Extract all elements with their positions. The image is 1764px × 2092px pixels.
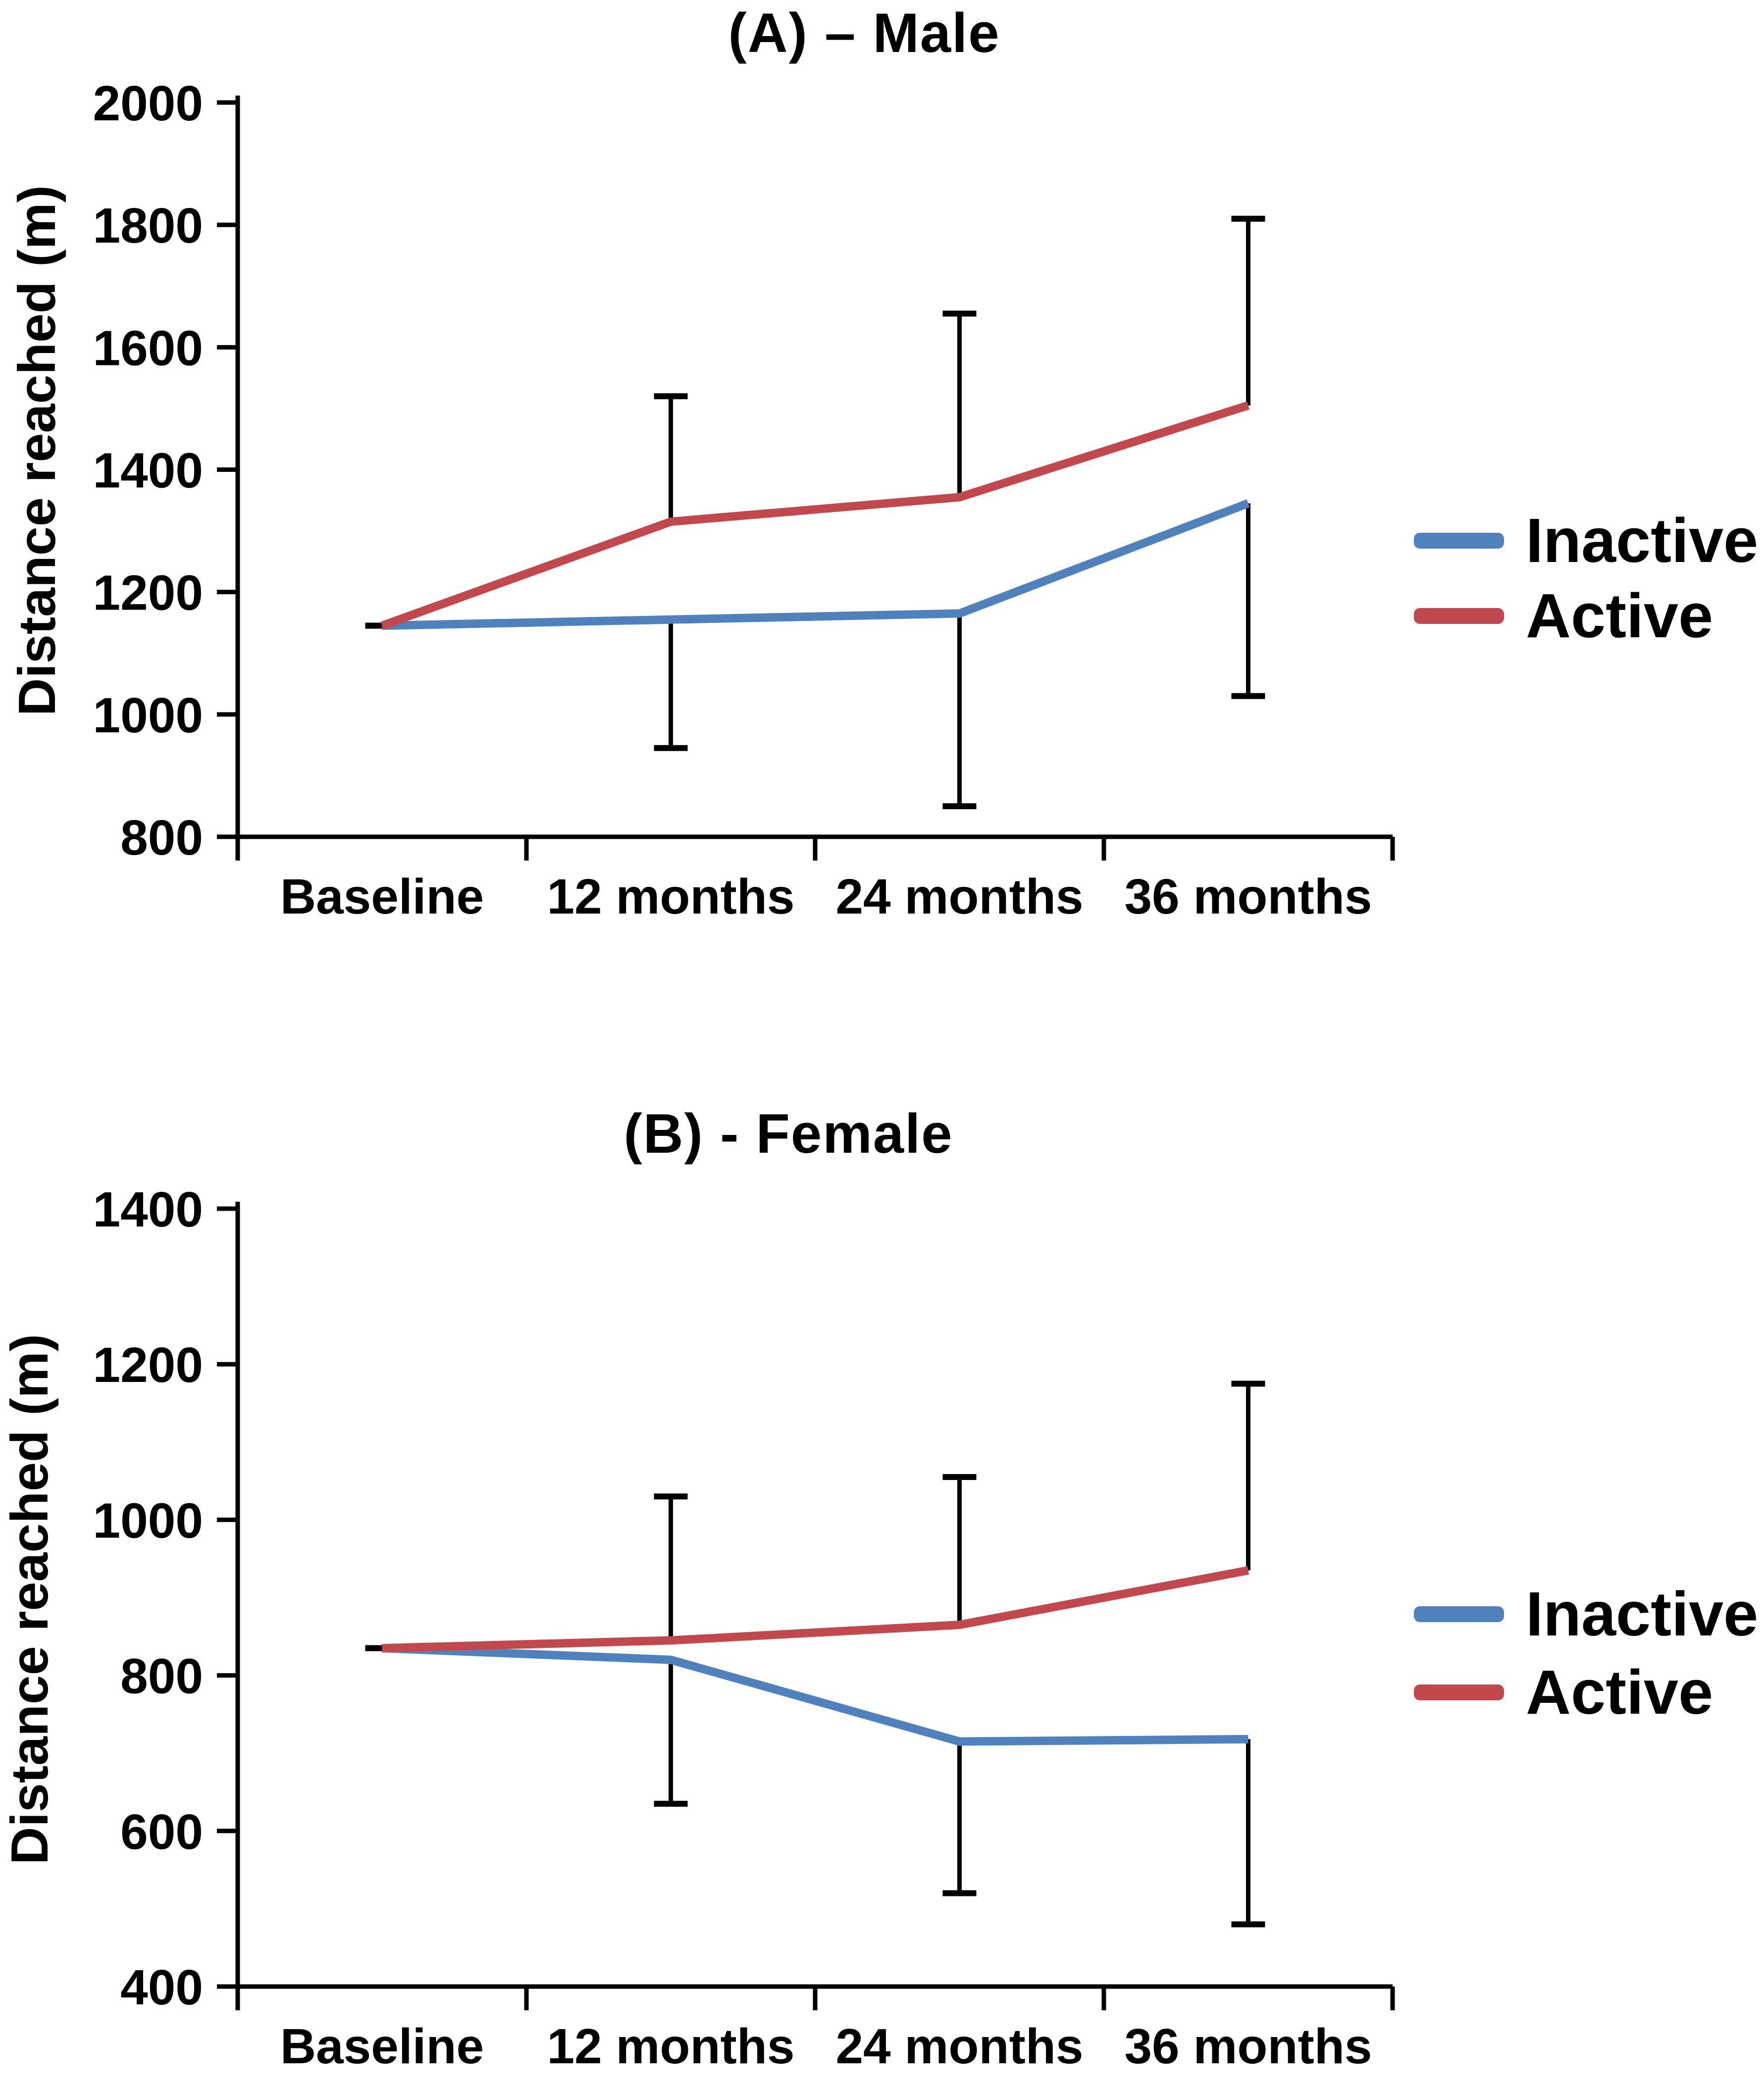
x-category-label: 24 months xyxy=(835,869,1083,924)
series-line-inactive xyxy=(382,1644,1248,1746)
x-category-label: Baseline xyxy=(280,2019,484,2074)
chart-female: 1400 1200 1000 800 600 400 Baseline 12 months 24… xyxy=(93,1182,1395,2074)
x-category-label: 12 months xyxy=(547,869,794,924)
x-category-label: 12 months xyxy=(547,2019,794,2074)
chart-male: 2000 1800 1600 1400 1200 1000 800 Baseline 12 mo… xyxy=(93,76,1395,924)
y-tick-label: 2000 xyxy=(93,76,203,131)
x-category-label: 36 months xyxy=(1124,869,1372,924)
y-tick-label: 800 xyxy=(120,810,203,866)
legend-label-active: Active xyxy=(1526,581,1713,651)
legend-label-inactive: Inactive xyxy=(1526,506,1759,575)
x-category-label: 24 months xyxy=(835,2019,1083,2074)
series-line-active xyxy=(382,1566,1249,1653)
active-line-swatch xyxy=(1414,1684,1504,1700)
y-tick-label: 1000 xyxy=(93,1493,203,1548)
y-tick-label: 1800 xyxy=(93,198,203,254)
y-tick-label: 600 xyxy=(120,1804,203,1860)
y-tick-label: 1200 xyxy=(93,565,203,621)
inactive-line-swatch xyxy=(1414,1606,1504,1622)
legend-item-active-panel-a: Active xyxy=(1414,580,1713,652)
y-tick-label: 1000 xyxy=(93,688,203,743)
series-line-inactive xyxy=(382,499,1250,630)
x-category-label: 36 months xyxy=(1124,2019,1372,2074)
panel-b-y-axis-label: Distance reached (m) xyxy=(0,1333,59,1865)
inactive-line-swatch xyxy=(1414,532,1504,549)
y-tick-label: 1600 xyxy=(93,320,203,376)
series-line-active xyxy=(380,401,1250,630)
panel-a-title: (A) – Male xyxy=(728,2,1000,64)
x-category-label: Baseline xyxy=(280,869,484,924)
legend-item-inactive-panel-b: Inactive xyxy=(1414,1578,1758,1650)
y-tick-label: 1400 xyxy=(93,1182,203,1237)
y-tick-label: 1400 xyxy=(93,443,203,499)
legend-label-inactive: Inactive xyxy=(1526,1579,1759,1649)
legend-item-inactive-panel-a: Inactive xyxy=(1414,505,1758,576)
y-tick-label: 1200 xyxy=(93,1337,203,1393)
active-line-swatch xyxy=(1414,608,1504,624)
legend-item-active-panel-b: Active xyxy=(1414,1656,1713,1728)
legend-label-active: Active xyxy=(1526,1657,1713,1727)
y-tick-label: 800 xyxy=(120,1649,203,1704)
panel-b-title: (B) - Female xyxy=(623,1103,953,1165)
y-tick-label: 400 xyxy=(120,1960,203,2015)
panel-a-y-axis-label: Distance reached (m) xyxy=(7,185,66,716)
